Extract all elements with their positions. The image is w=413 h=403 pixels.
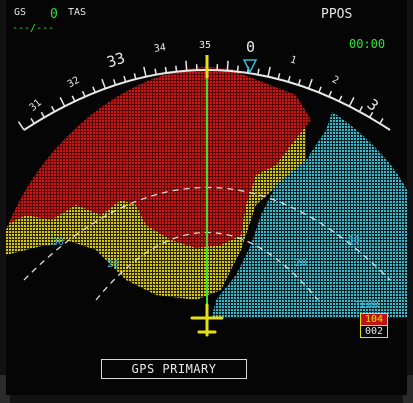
compass-tick	[338, 95, 343, 102]
compass-label-34: 34	[153, 42, 167, 55]
gs-value: 0	[50, 7, 58, 22]
compass-tick	[59, 97, 66, 107]
compass-tick	[17, 121, 25, 131]
compass-tick	[175, 65, 178, 72]
compass-tick	[318, 86, 322, 93]
terr-lower-box: 002	[360, 325, 388, 338]
aircraft-symbol-icon	[190, 303, 224, 337]
compass-tick	[358, 106, 364, 113]
compass-tick	[133, 73, 137, 80]
terr-lower-value: 002	[364, 326, 384, 337]
compass-tick	[40, 111, 45, 118]
compass-tick	[257, 68, 260, 75]
tas-value: ---/---	[12, 23, 55, 34]
nav-display-screen: GS 0 TAS ---/--- PPOS 00:00 31 32 33 34 …	[6, 0, 407, 395]
compass-label-35: 35	[199, 40, 212, 51]
range-label-right-outer: 30	[348, 235, 361, 246]
compass-tick	[297, 79, 302, 86]
compass-tick	[143, 66, 147, 77]
selected-heading-icon	[242, 59, 258, 74]
bezel-bracket-right	[403, 375, 413, 403]
compass-tick	[81, 90, 86, 97]
terrain-map	[6, 55, 407, 395]
range-label-left-outer: 30	[52, 237, 65, 248]
status-message-box: GPS PRIMARY	[101, 359, 247, 379]
compass-tick	[112, 79, 117, 86]
compass-tick	[348, 97, 355, 107]
compass-ticks	[17, 60, 384, 131]
compass-tick	[92, 86, 96, 93]
compass-tick	[236, 65, 239, 72]
compass-tick	[226, 60, 229, 71]
clock-value: 00:00	[349, 37, 386, 51]
range-label-left-inner: 20	[107, 259, 120, 270]
compass-tick	[185, 60, 188, 71]
compass-tick	[164, 66, 168, 74]
compass-tick	[30, 118, 35, 124]
compass-tick	[101, 78, 107, 89]
tas-label: TAS	[68, 7, 87, 18]
mode-label: PPOS	[321, 7, 353, 22]
compass-tick	[287, 75, 291, 83]
compass-tick	[277, 73, 281, 80]
terr-upper-value: 104	[364, 314, 384, 325]
compass-tick	[154, 68, 157, 75]
compass-tick	[123, 75, 127, 83]
compass-tick	[369, 111, 374, 118]
bezel-bracket-left	[0, 375, 10, 403]
compass-tick	[50, 106, 56, 113]
compass-tick	[267, 66, 271, 77]
gs-label: GS	[14, 7, 27, 18]
terrain-cyan-zone	[211, 95, 407, 320]
compass-tick	[328, 90, 333, 97]
status-message: GPS PRIMARY	[131, 362, 217, 376]
compass-tick	[307, 78, 313, 89]
range-label-right-inner: 20	[295, 258, 308, 269]
terr-label: TERR	[355, 300, 380, 311]
compass-tick	[379, 118, 384, 124]
heading-value: 0	[246, 38, 256, 56]
compass-tick	[71, 95, 76, 102]
